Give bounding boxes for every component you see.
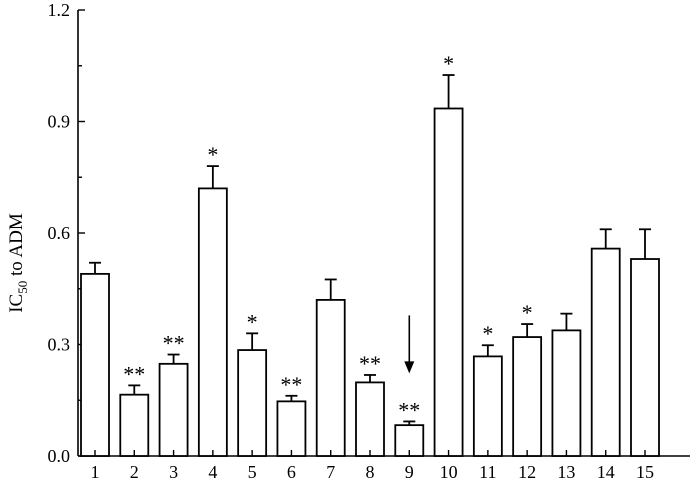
annotations: *************** [123,51,532,422]
x-tick-label: 13 [557,462,575,482]
bar [590,247,621,457]
y-tick-label: 1.2 [48,0,71,20]
x-tick-label: 9 [405,462,414,482]
x-tick-label: 3 [169,462,178,482]
x-tick-label: 12 [518,462,536,482]
bar [630,258,660,457]
bar [276,400,307,457]
x-tick-label: 15 [636,462,654,482]
bar [158,362,189,457]
bar [197,187,228,457]
bar [512,336,543,457]
significance-marker: * [522,300,533,325]
bar [433,107,464,457]
bar [355,381,385,457]
bar [315,298,346,457]
significance-marker: ** [398,397,420,422]
significance-marker: ** [123,361,145,386]
y-tick-label: 0.9 [48,112,71,132]
arrow-head [404,361,415,374]
significance-marker: * [247,309,258,334]
significance-marker: * [443,51,454,76]
y-axis-label-main: IC [6,294,27,313]
bars [80,74,660,457]
bar [80,272,110,457]
significance-marker: ** [280,372,302,397]
x-tick-label: 10 [440,462,458,482]
x-tick-label: 5 [248,462,257,482]
x-tick-label: 1 [91,462,100,482]
bar [551,329,582,457]
bar [237,349,268,457]
bar [472,355,503,457]
x-tick-label: 14 [597,462,615,482]
x-tick-label: 6 [287,462,296,482]
x-tick-label: 7 [326,462,335,482]
y-tick-label: 0.0 [48,446,71,466]
x-tick-label: 11 [479,462,496,482]
y-tick-label: 0.6 [48,223,71,243]
y-ticks: 0.0 0.3 0.6 0.9 1.2 [48,0,85,466]
significance-marker: * [207,142,218,167]
significance-marker: ** [359,351,381,376]
x-tick-label: 4 [208,462,217,482]
x-tick-label: 2 [130,462,139,482]
y-tick-label: 0.3 [48,335,71,355]
bar [119,393,150,457]
y-axis-label-suffix: to ADM [6,213,27,281]
significance-marker: * [482,321,493,346]
y-axis-label-subscript: 50 [15,281,30,294]
x-ticks: 1 2 3 4 5 6 7 8 9 10 11 12 13 14 15 [91,450,654,482]
y-axis-label: IC50 to ADM [6,213,30,313]
x-tick-label: 8 [366,462,375,482]
significance-marker: ** [163,331,185,356]
